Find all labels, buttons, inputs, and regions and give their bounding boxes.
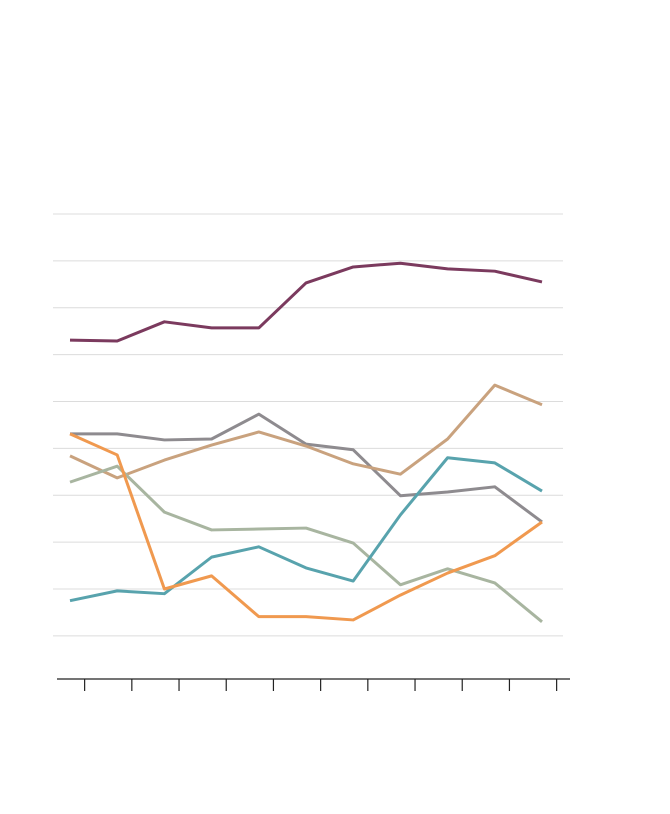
series-line xyxy=(69,464,543,623)
series-line xyxy=(70,412,543,524)
series-line xyxy=(69,383,543,480)
series-line xyxy=(69,456,543,603)
series-line xyxy=(69,432,543,622)
series-line xyxy=(69,261,543,343)
